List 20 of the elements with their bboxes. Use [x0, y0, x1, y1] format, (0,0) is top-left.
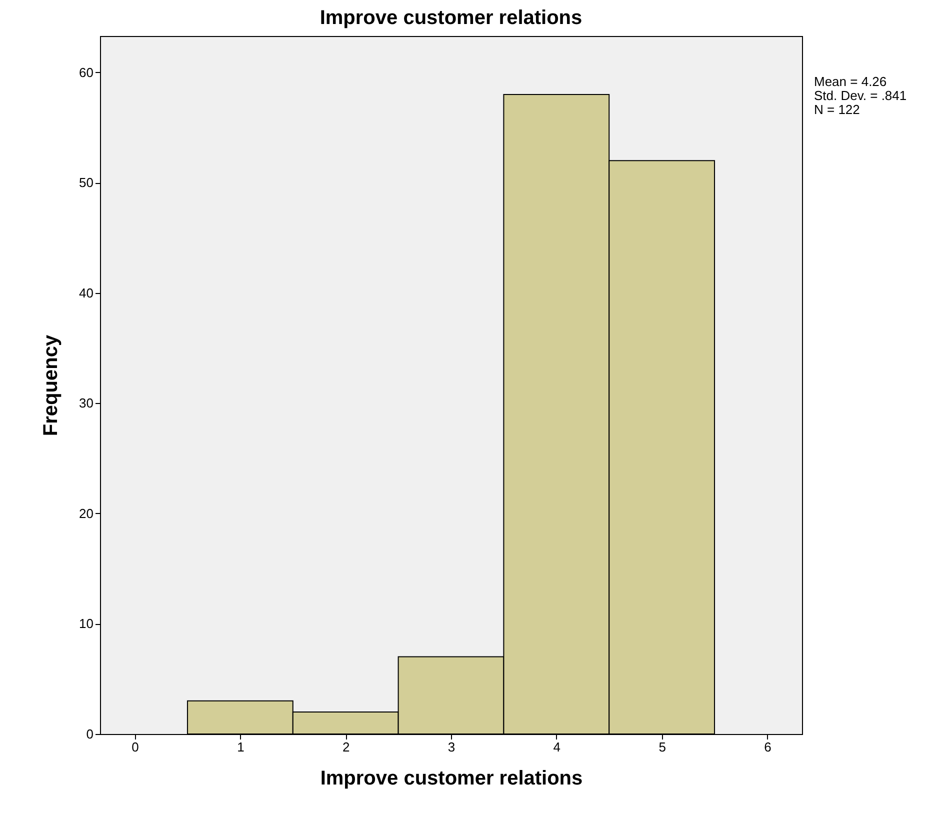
x-axis-title: Improve customer relations: [320, 768, 583, 790]
y-axis-title: Frequency: [40, 334, 62, 436]
x-tick-label: 0: [132, 740, 139, 754]
y-tick-label: 20: [79, 506, 94, 521]
x-tick-label: 5: [658, 740, 666, 754]
x-tick-label: 4: [553, 740, 561, 754]
y-tick-label: 30: [79, 396, 94, 411]
text: Mean = 4.26: [814, 74, 887, 89]
x-tick-label: 1: [237, 740, 244, 754]
x-tick-label: 2: [342, 740, 350, 754]
y-tick-label: 10: [79, 616, 94, 632]
x-tick-label: 6: [764, 740, 772, 754]
y-tick-label: 40: [79, 285, 94, 300]
text: Std. Dev. = .841: [814, 88, 907, 103]
text: N = 122: [814, 102, 860, 117]
y-tick-label: 50: [79, 175, 94, 190]
y-tick-label: 0: [86, 726, 94, 742]
x-tick-label: 3: [448, 740, 456, 754]
chart-title: Improve customer relations: [320, 7, 582, 29]
y-tick-label: 60: [79, 64, 94, 80]
